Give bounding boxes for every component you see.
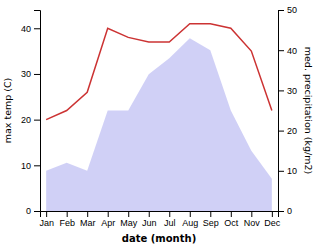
tick: Jun bbox=[142, 211, 157, 228]
tick-mark bbox=[34, 74, 40, 75]
tick: Mar bbox=[80, 211, 96, 228]
tick-mark bbox=[251, 211, 252, 217]
tick-label: 40 bbox=[21, 24, 31, 34]
tick: 40 bbox=[21, 24, 40, 34]
tick-mark bbox=[108, 211, 109, 217]
tick-label: Dec bbox=[264, 218, 281, 228]
line bbox=[46, 24, 272, 120]
tick-mark bbox=[278, 131, 284, 132]
tick-mark bbox=[272, 211, 273, 217]
tick-label: 0 bbox=[287, 206, 292, 216]
tick: Nov bbox=[244, 211, 261, 228]
tick-label: Jun bbox=[142, 218, 157, 228]
tick-mark bbox=[34, 211, 40, 212]
tick: Sep bbox=[203, 211, 219, 228]
plot: Jan Feb Mar Apr May Jun Jul Aug Sep Oct NovDec 0 10 2… bbox=[2, 5, 314, 244]
tick: 10 bbox=[278, 166, 297, 176]
tick-label: Sep bbox=[203, 218, 219, 228]
tick-label: 30 bbox=[287, 86, 297, 96]
tick: Aug bbox=[182, 211, 198, 228]
tick-label: 40 bbox=[287, 46, 297, 56]
tick: 10 bbox=[21, 161, 40, 171]
tick: Feb bbox=[59, 211, 75, 228]
tick-mark bbox=[190, 211, 191, 217]
area bbox=[46, 38, 272, 211]
y2-axis: 0 10 20 30 40 50 bbox=[278, 5, 297, 216]
tick: Dec bbox=[264, 211, 281, 228]
tick: Jan bbox=[39, 211, 54, 228]
tick-mark bbox=[46, 211, 47, 217]
tick-mark bbox=[34, 120, 40, 121]
tick: 0 bbox=[278, 206, 292, 216]
axis-line bbox=[34, 11, 41, 212]
tick-label: 20 bbox=[21, 115, 31, 125]
tick-label: 50 bbox=[287, 5, 297, 15]
tick-label: Aug bbox=[182, 218, 198, 228]
tick: May bbox=[120, 211, 138, 228]
tick-mark bbox=[169, 211, 170, 217]
tick: 40 bbox=[278, 46, 297, 56]
tick-mark bbox=[231, 211, 232, 217]
marks bbox=[46, 24, 272, 211]
tick-mark bbox=[210, 211, 211, 217]
tick: 30 bbox=[21, 69, 40, 79]
tick: 30 bbox=[278, 86, 297, 96]
tick: 20 bbox=[278, 126, 297, 136]
x-axis-title: date (month) bbox=[122, 233, 196, 244]
tick-label: 0 bbox=[26, 206, 31, 216]
x-axis: Jan Feb Mar Apr May Jun Jul Aug Sep Oct NovDec bbox=[39, 211, 280, 228]
tick: Apr bbox=[101, 211, 115, 228]
tick-label: 10 bbox=[287, 166, 297, 176]
tick-label: Oct bbox=[224, 218, 239, 228]
tick: Jul bbox=[164, 211, 176, 228]
tick-mark bbox=[128, 211, 129, 217]
tick-mark bbox=[278, 50, 284, 51]
tick: 0 bbox=[26, 206, 40, 216]
tick-mark bbox=[67, 211, 68, 217]
tick-mark bbox=[278, 90, 284, 91]
tick: 20 bbox=[21, 115, 40, 125]
chart: Jan Feb Mar Apr May Jun Jul Aug Sep Oct NovDec 0 10 2… bbox=[0, 0, 318, 247]
tick: 50 bbox=[278, 5, 297, 15]
tick-mark bbox=[149, 211, 150, 217]
tick-label: Feb bbox=[59, 218, 75, 228]
tick: Oct bbox=[224, 211, 239, 228]
tick-label: Jan bbox=[39, 218, 54, 228]
tick-label: Mar bbox=[80, 218, 96, 228]
tick-mark bbox=[34, 28, 40, 29]
y-axis-title: max temp (C) bbox=[2, 78, 13, 144]
tick-label: Apr bbox=[101, 218, 115, 228]
tick-mark bbox=[34, 165, 40, 166]
y-axis: 0 10 20 30 40 bbox=[21, 11, 41, 217]
tick-label: 20 bbox=[287, 126, 297, 136]
tick-label: 10 bbox=[21, 161, 31, 171]
tick-label: May bbox=[120, 218, 138, 228]
tick-label: Jul bbox=[164, 218, 176, 228]
axis-line bbox=[279, 11, 285, 212]
tick-label: Nov bbox=[244, 218, 261, 228]
tick-mark bbox=[87, 211, 88, 217]
tick-mark bbox=[278, 211, 284, 212]
y2-axis-title: med. precipitation (kg/m2) bbox=[303, 47, 314, 174]
axis-line bbox=[41, 212, 279, 218]
tick-mark bbox=[278, 171, 284, 172]
tick-label: 30 bbox=[21, 69, 31, 79]
tick-mark bbox=[278, 10, 284, 11]
